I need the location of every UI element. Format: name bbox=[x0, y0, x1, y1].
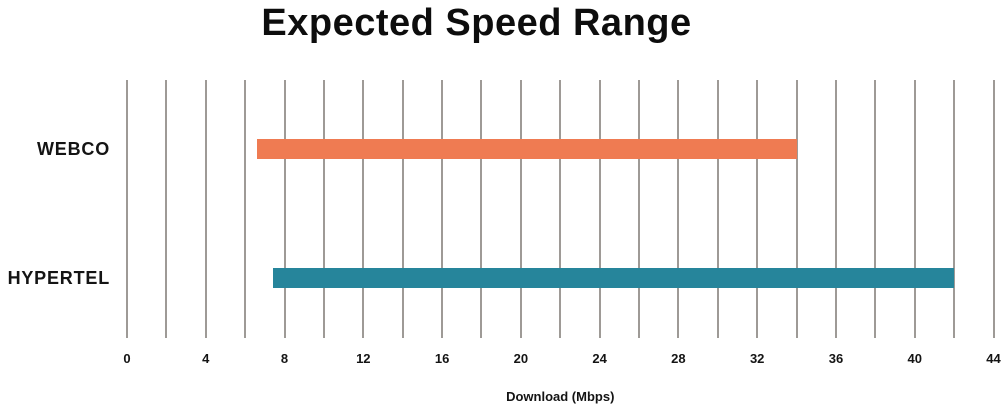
gridline bbox=[401, 80, 404, 338]
gridline bbox=[638, 80, 641, 338]
gridline bbox=[283, 80, 286, 338]
x-tick-label: 24 bbox=[592, 351, 607, 366]
gridline bbox=[362, 80, 365, 338]
gridline bbox=[480, 80, 483, 338]
x-tick-label: 8 bbox=[280, 351, 289, 366]
gridline bbox=[874, 80, 877, 338]
gridline bbox=[519, 80, 522, 338]
x-tick-label: 0 bbox=[123, 351, 131, 366]
x-tick-label: 44 bbox=[986, 351, 1001, 366]
x-tick-label: 16 bbox=[434, 351, 450, 366]
gridline bbox=[677, 80, 680, 338]
gridline bbox=[126, 80, 128, 338]
x-tick-label: 20 bbox=[513, 351, 529, 366]
bar-webco bbox=[256, 138, 797, 159]
x-tick-label: 12 bbox=[356, 351, 371, 366]
gridline bbox=[598, 80, 601, 338]
category-label-hypertel: HYPERTEL bbox=[7, 267, 110, 288]
x-tick-label: 40 bbox=[907, 351, 922, 366]
gridline bbox=[795, 80, 798, 338]
category-label-webco: WEBCO bbox=[37, 138, 110, 159]
bar-hypertel bbox=[272, 267, 955, 288]
gridline bbox=[322, 80, 325, 338]
x-axis-title: Download (Mbps) bbox=[506, 389, 615, 404]
gridline bbox=[204, 80, 207, 338]
x-tick-label: 28 bbox=[671, 351, 686, 366]
x-tick-label: 36 bbox=[828, 351, 844, 366]
gridline bbox=[913, 80, 916, 338]
gridline bbox=[244, 80, 247, 338]
gridline bbox=[756, 80, 759, 338]
chart-title: Expected Speed Range bbox=[261, 2, 692, 44]
gridline bbox=[165, 80, 168, 338]
x-tick-label: 32 bbox=[749, 351, 765, 366]
gridline bbox=[953, 80, 956, 338]
gridline bbox=[834, 80, 837, 338]
x-tick-label: 4 bbox=[202, 351, 210, 366]
gridline bbox=[992, 80, 995, 338]
gridline bbox=[559, 80, 562, 338]
gridline bbox=[441, 80, 444, 338]
gridline bbox=[716, 80, 719, 338]
